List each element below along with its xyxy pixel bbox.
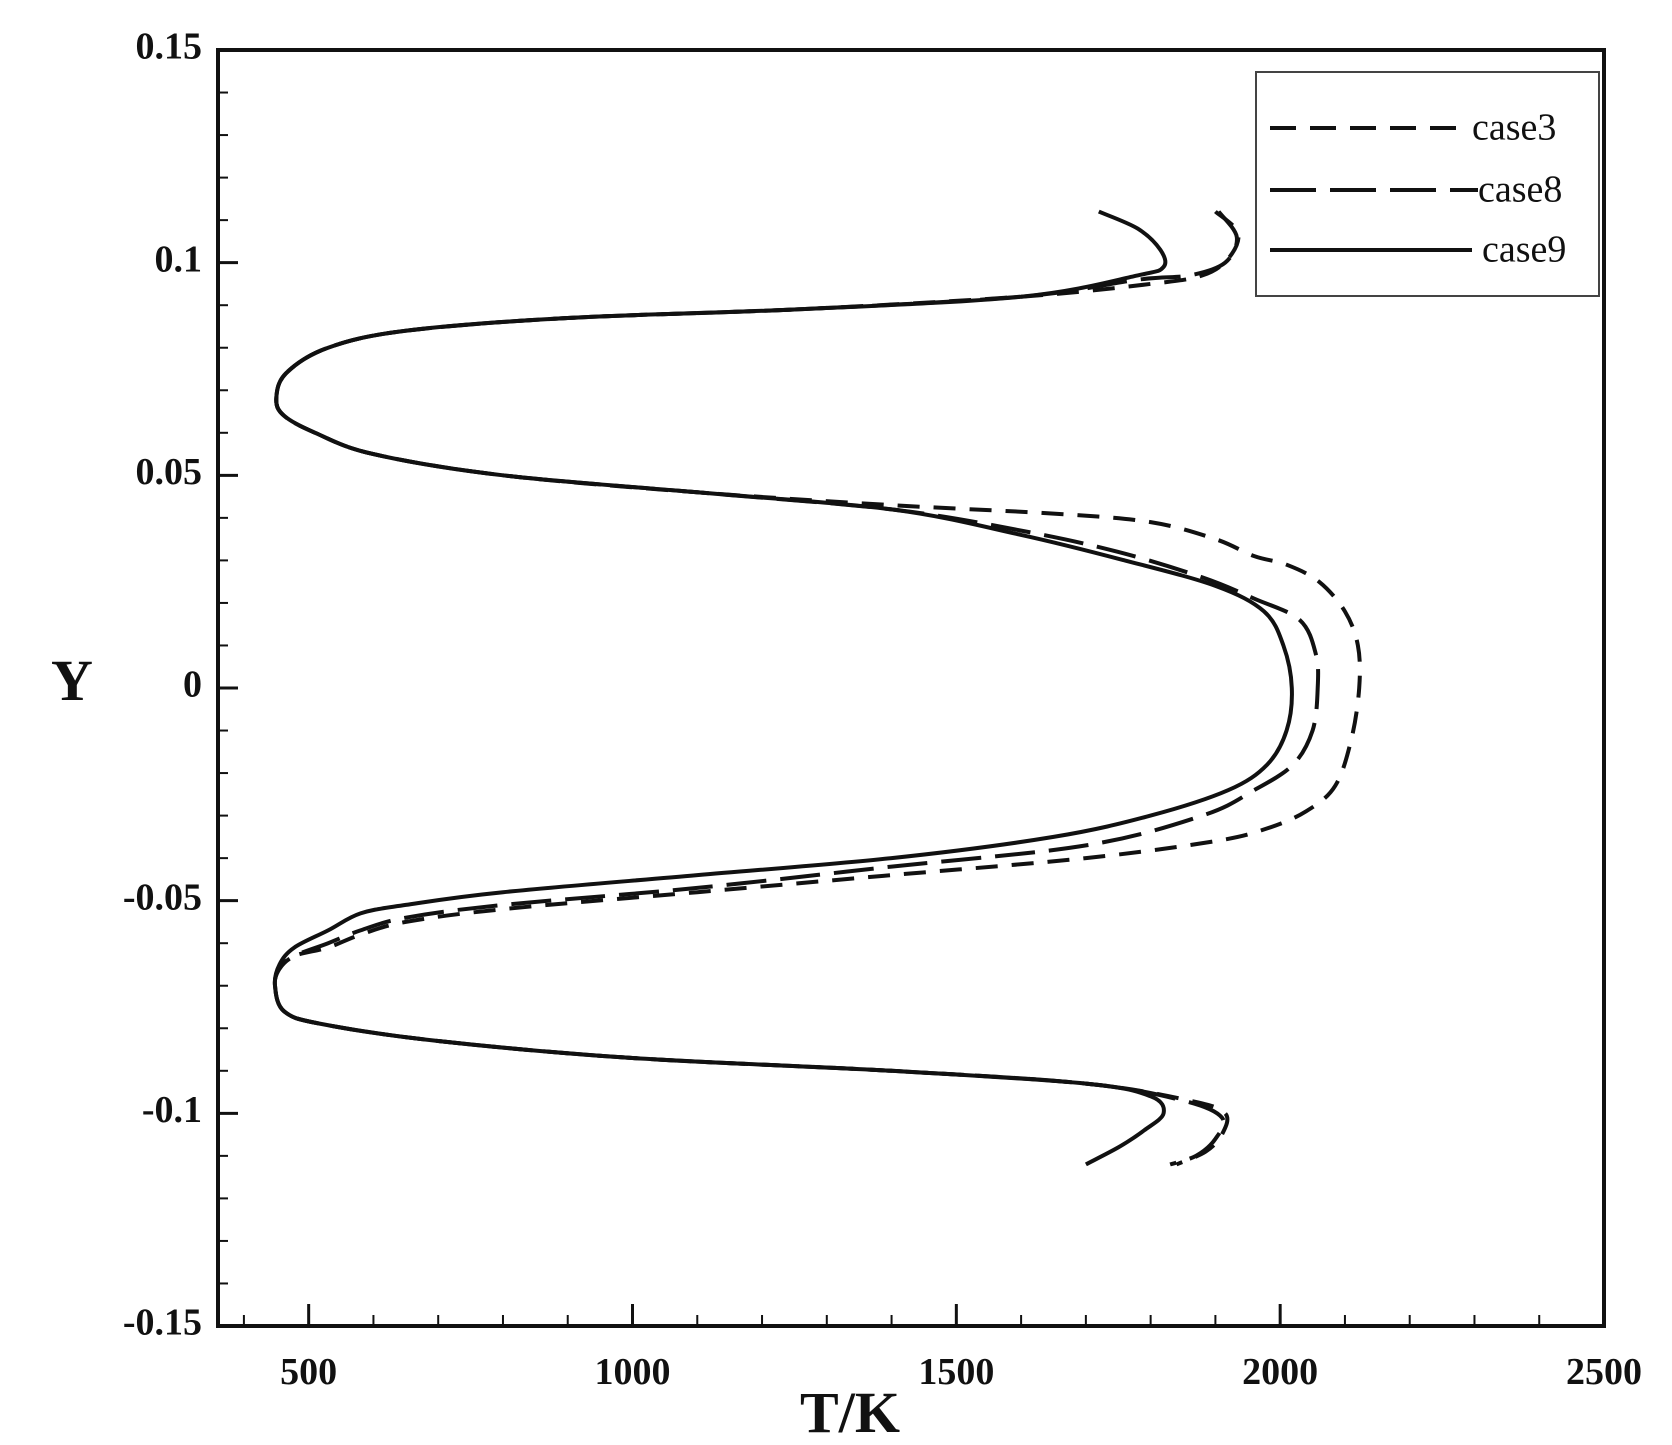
legend-box — [1255, 71, 1600, 297]
y-tick-label: 0.05 — [136, 451, 203, 493]
x-tick-label: 1000 — [595, 1351, 671, 1393]
x-axis-title: T/K — [800, 1380, 900, 1445]
legend: case3 case8 case9 — [1255, 71, 1600, 297]
x-tick-label: 500 — [280, 1351, 337, 1393]
x-tick-label: 2500 — [1566, 1351, 1642, 1393]
y-tick-label: -0.05 — [123, 876, 202, 918]
y-axis-ticks: -0.15 -0.1 -0.05 0 0.05 0.1 0.15 — [123, 26, 238, 1344]
legend-label-case8: case8 — [1478, 169, 1562, 211]
x-tick-label: 2000 — [1242, 1351, 1318, 1393]
series-line-case8 — [272, 210, 1321, 1167]
series-layer — [272, 209, 1362, 1167]
y-tick-label: 0 — [183, 664, 202, 706]
series-line-case3 — [272, 210, 1362, 1167]
y-tick-label: 0.15 — [136, 26, 203, 68]
y-axis-title: Y — [51, 648, 93, 713]
y-tick-label: -0.15 — [123, 1302, 202, 1344]
x-tick-label: 1500 — [918, 1351, 994, 1393]
legend-label-case3: case3 — [1472, 107, 1556, 149]
legend-label-case9: case9 — [1482, 229, 1566, 271]
series-line-case9 — [272, 209, 1294, 1167]
x-axis-ticks: 500 1000 1500 2000 2500 — [242, 1304, 1642, 1393]
y-tick-label: -0.1 — [142, 1089, 202, 1131]
y-tick-label: 0.1 — [155, 238, 203, 280]
